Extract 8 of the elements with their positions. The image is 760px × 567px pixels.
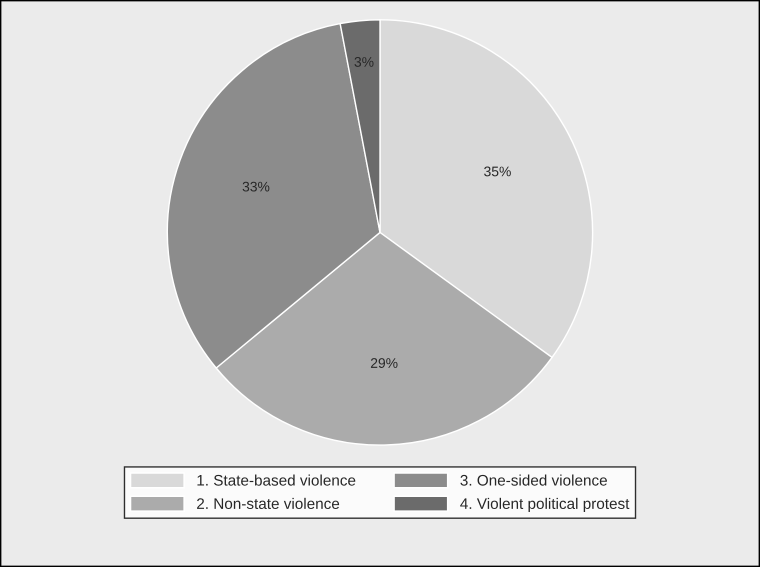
legend-label: 3. One-sided violence <box>460 474 607 486</box>
data-label: 33% <box>242 182 270 192</box>
data-label: 35% <box>484 166 511 176</box>
legend-label: 2. Non-state violence <box>197 498 340 510</box>
data-label: 3% <box>354 57 374 67</box>
legend-label: 4. Violent political protest <box>460 498 630 512</box>
data-label: 29% <box>370 358 398 368</box>
legend-label: 1. State-based violence <box>197 474 356 486</box>
